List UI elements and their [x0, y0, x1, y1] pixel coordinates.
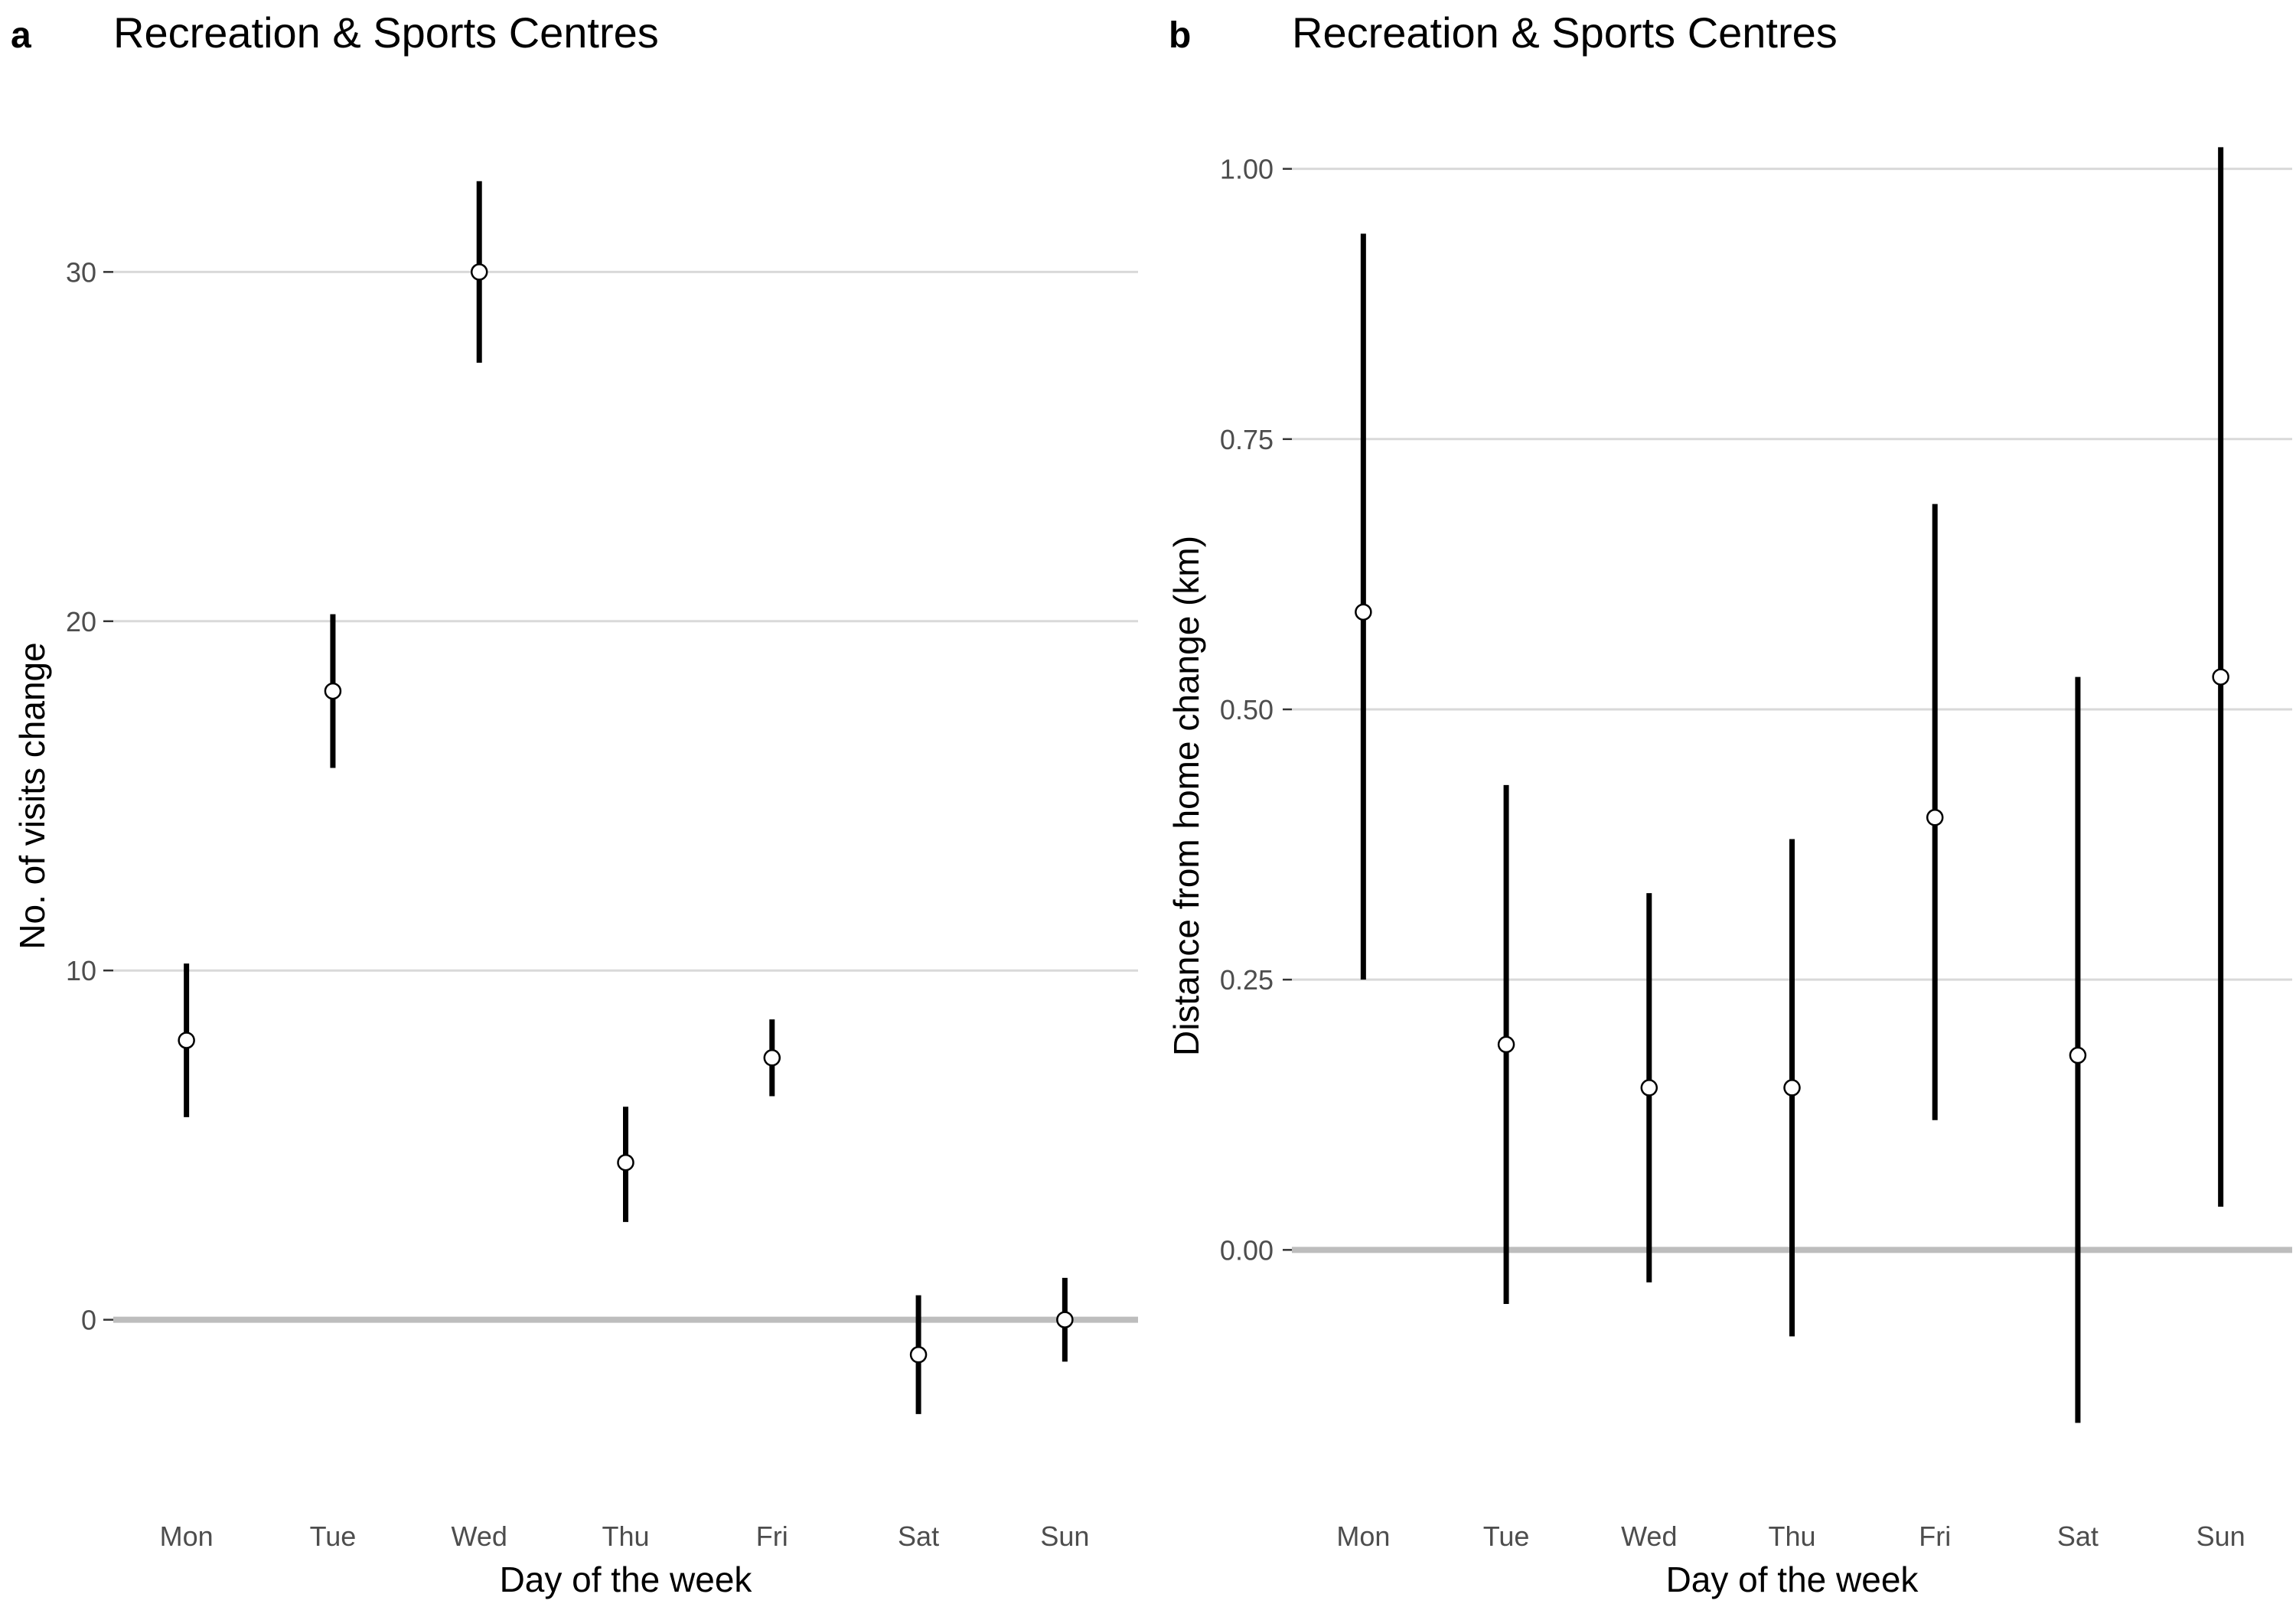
x-tick-label: Mon [160, 1521, 214, 1552]
data-point-sat [2069, 1046, 2087, 1064]
x-tick-label: Mon [1336, 1521, 1390, 1552]
y-tick-label: 10 [66, 955, 96, 986]
x-tick-label: Fri [1919, 1521, 1951, 1552]
data-point-wed [1640, 1079, 1658, 1097]
x-tick-label: Tue [310, 1521, 357, 1552]
data-point-thu [1783, 1079, 1801, 1097]
data-point-thu [617, 1153, 634, 1172]
x-tick-label: Wed [1621, 1521, 1677, 1552]
x-tick-label: Sat [898, 1521, 939, 1552]
x-tick-label: Sun [2197, 1521, 2245, 1552]
panel-letter: b [1169, 15, 1191, 56]
data-point-sun [2212, 668, 2229, 686]
data-point-tue [324, 682, 342, 700]
y-axis-title: Distance from home change (km) [1166, 536, 1206, 1056]
x-axis-title: Day of the week [500, 1560, 753, 1599]
data-point-wed [470, 263, 488, 281]
panel-title: Recreation & Sports Centres [113, 8, 659, 57]
x-tick-label: Thu [1768, 1521, 1815, 1552]
x-tick-label: Sun [1040, 1521, 1089, 1552]
data-point-sat [909, 1346, 928, 1364]
y-tick-label: 20 [66, 606, 96, 637]
y-axis-title: No. of visits change [12, 642, 52, 949]
y-tick-label: 1.00 [1220, 154, 1274, 185]
data-point-fri [1926, 809, 1944, 826]
y-tick-label: 0.50 [1220, 694, 1274, 725]
x-tick-label: Fri [756, 1521, 788, 1552]
y-tick-label: 0.00 [1220, 1234, 1274, 1266]
x-tick-label: Tue [1483, 1521, 1530, 1552]
x-tick-label: Wed [452, 1521, 507, 1552]
panel-a: a Recreation & Sports Centres 0 10 20 30 Mon Tu… [11, 8, 1138, 1599]
x-axis-title: Day of the week [1666, 1560, 1919, 1599]
y-tick-label: 0.25 [1220, 964, 1274, 996]
x-tick-label: Thu [602, 1521, 649, 1552]
y-tick-label: 0.75 [1220, 424, 1274, 455]
data-point-fri [763, 1049, 781, 1067]
panel-title: Recreation & Sports Centres [1292, 8, 1838, 57]
data-point-tue [1497, 1035, 1515, 1054]
data-point-mon [1355, 603, 1372, 621]
data-point-sun [1056, 1311, 1074, 1328]
y-tick-label: 30 [66, 256, 96, 288]
y-tick-label: 0 [81, 1305, 96, 1336]
x-tick-label: Sat [2057, 1521, 2099, 1552]
data-point-mon [178, 1032, 195, 1049]
panel-letter: a [11, 15, 31, 56]
panel-b: b Recreation & Sports Centres 0.00 0.25 0.50… [1166, 8, 2292, 1599]
